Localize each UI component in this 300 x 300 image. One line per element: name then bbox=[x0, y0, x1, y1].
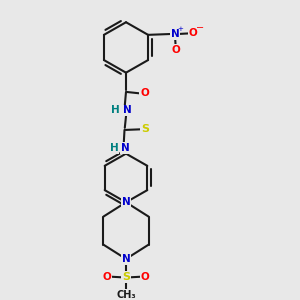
Text: N: N bbox=[122, 254, 130, 264]
Text: S: S bbox=[141, 124, 149, 134]
Text: O: O bbox=[103, 272, 112, 282]
Text: O: O bbox=[189, 28, 197, 38]
Text: O: O bbox=[140, 88, 149, 98]
Text: N: N bbox=[171, 29, 179, 39]
Text: −: − bbox=[196, 23, 204, 33]
Text: N: N bbox=[122, 105, 131, 115]
Text: +: + bbox=[178, 26, 183, 32]
Text: N: N bbox=[122, 197, 130, 207]
Text: CH₃: CH₃ bbox=[116, 290, 136, 299]
Text: O: O bbox=[140, 272, 149, 282]
Text: N: N bbox=[121, 143, 130, 153]
Text: S: S bbox=[122, 272, 130, 282]
Text: O: O bbox=[171, 45, 180, 55]
Text: H: H bbox=[110, 143, 118, 153]
Text: H: H bbox=[111, 105, 120, 115]
